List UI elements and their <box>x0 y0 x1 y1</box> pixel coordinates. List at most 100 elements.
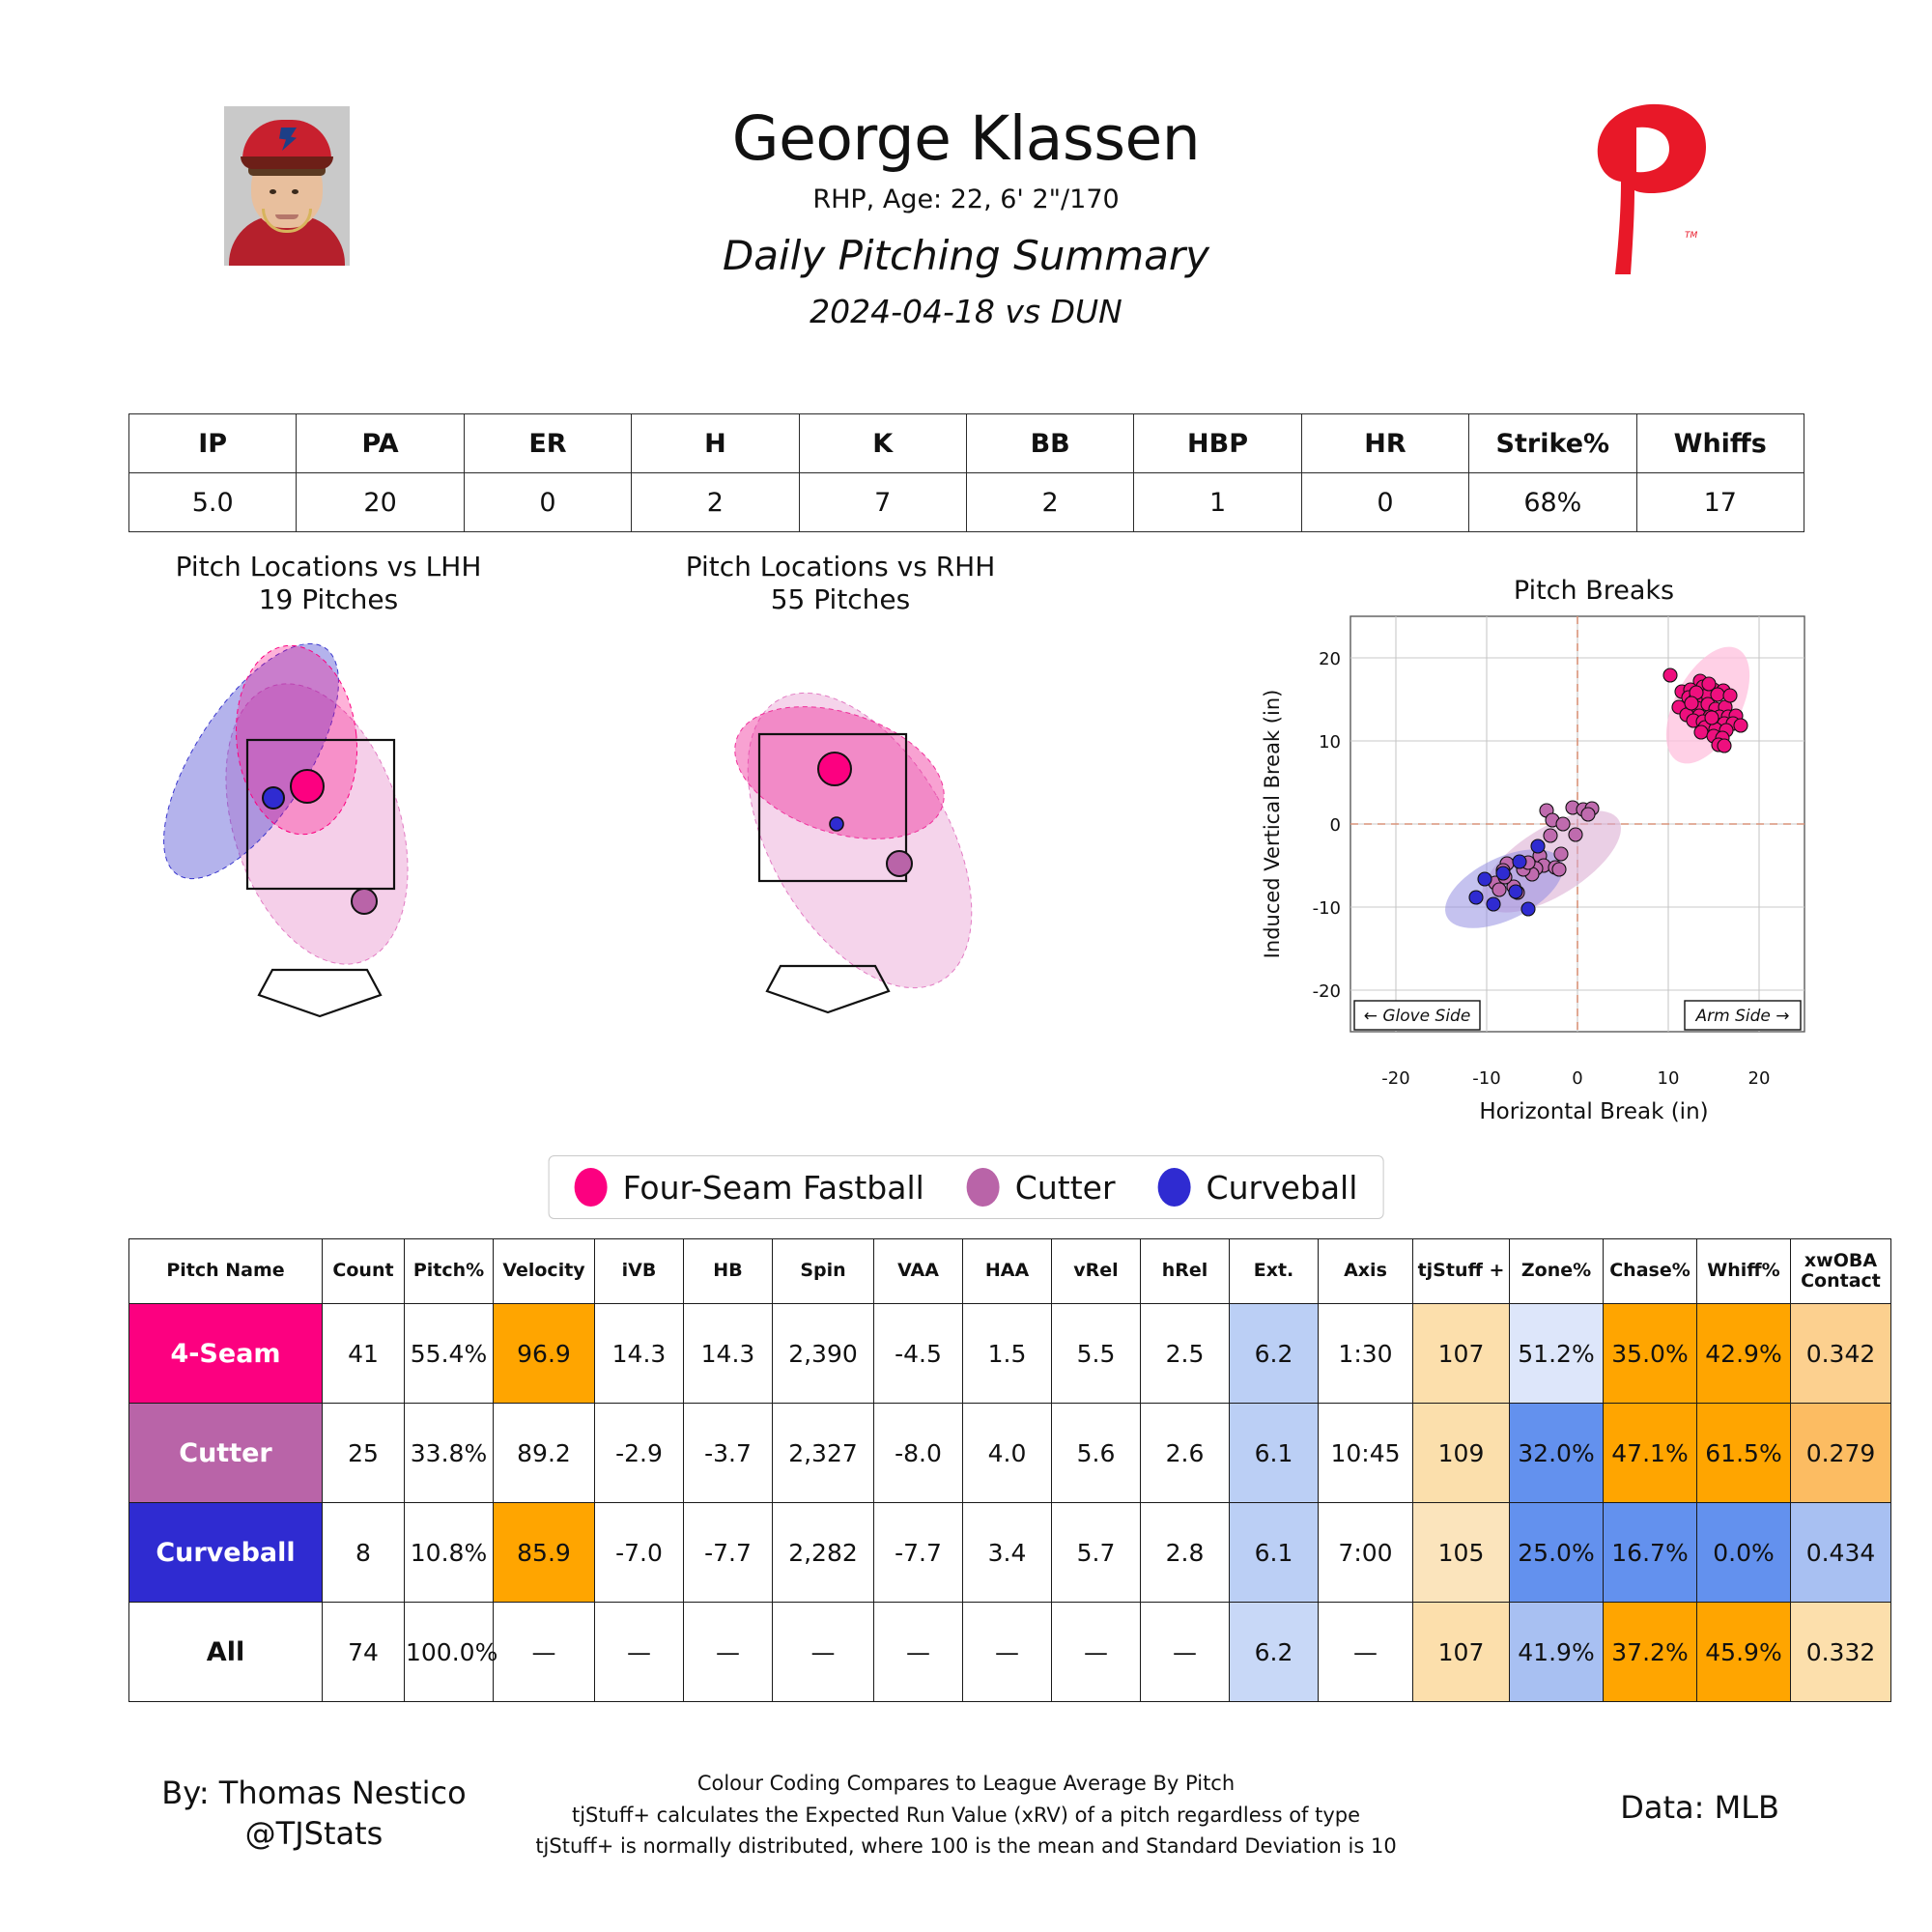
svg-text:0: 0 <box>1330 815 1341 836</box>
cell-velocity: — <box>493 1602 595 1702</box>
stat-value-hbp: 1 <box>1133 472 1302 532</box>
cell-whiff: 42.9% <box>1696 1303 1791 1404</box>
cell-axis: 10:45 <box>1318 1403 1413 1503</box>
colour-coding-notes: Colour Coding Compares to League Average… <box>535 1772 1397 1859</box>
cell-whiff: 45.9% <box>1696 1602 1791 1702</box>
cell-pitch-name: Curveball <box>128 1502 323 1603</box>
cell-tjstuff: 105 <box>1412 1502 1510 1603</box>
player-headshot <box>224 106 350 266</box>
legend-item-curveball: Curveball <box>1157 1168 1358 1207</box>
cell-chase: 37.2% <box>1603 1602 1697 1702</box>
cell-vrel: 5.7 <box>1051 1502 1141 1603</box>
cell-hb: — <box>683 1602 773 1702</box>
pitch-breaks-chart: Pitch Breaks 20 10 0 -10 -20 <box>1246 572 1913 1151</box>
cell-pitch-pct: 10.8% <box>404 1502 494 1603</box>
svg-text:-10: -10 <box>1313 898 1341 919</box>
col-header-hrel: hRel <box>1140 1238 1230 1304</box>
stat-value-k: 7 <box>798 472 967 532</box>
stat-value-ip: 5.0 <box>128 472 298 532</box>
table-row: 4-Seam 41 55.4% 96.9 14.3 14.3 2,390 -4.5 1.5 5.5… <box>128 1303 1891 1404</box>
stat-value-pa: 20 <box>296 472 465 532</box>
breaks-xtick-labels: -20 -10 0 10 20 <box>1381 1068 1770 1089</box>
cell-axis: — <box>1318 1602 1413 1702</box>
cell-whiff: 0.0% <box>1696 1502 1791 1603</box>
stat-header-ip: IP <box>128 413 298 473</box>
player-name: George Klassen <box>731 103 1201 174</box>
cell-ext: 6.1 <box>1229 1502 1319 1603</box>
svg-text:20: 20 <box>1748 1068 1771 1089</box>
game-stats-value-row: 5.0 20 0 2 7 2 1 0 68% 17 <box>128 472 1805 532</box>
col-header-ivb: iVB <box>594 1238 684 1304</box>
lhh-cutter-mean <box>351 888 378 915</box>
col-header-pitch-pct: Pitch% <box>404 1238 494 1304</box>
report-title: Daily Pitching Summary <box>722 232 1210 279</box>
cell-hrel: 2.6 <box>1140 1403 1230 1503</box>
pitch-table-header-row: Pitch Name Count Pitch% Velocity iVB HB … <box>128 1238 1891 1304</box>
cell-ivb: -7.0 <box>594 1502 684 1603</box>
table-row: Cutter 25 33.8% 89.2 -2.9 -3.7 2,327 -8.0 4.0 5.6… <box>128 1403 1891 1503</box>
cell-zone: 32.0% <box>1509 1403 1604 1503</box>
col-header-vrel: vRel <box>1051 1238 1141 1304</box>
cell-spin: 2,390 <box>772 1303 874 1404</box>
cell-hb: -3.7 <box>683 1403 773 1503</box>
cell-vaa: — <box>873 1602 963 1702</box>
stat-header-h: H <box>631 413 800 473</box>
svg-text:Arm Side →: Arm Side → <box>1695 1007 1790 1026</box>
legend-label-four-seam: Four-Seam Fastball <box>622 1168 924 1207</box>
cell-pitch-name: Cutter <box>128 1403 323 1503</box>
rhh-plot-title: Pitch Locations vs RHH 55 Pitches <box>685 551 996 616</box>
data-source-label: Data: MLB <box>1620 1789 1779 1826</box>
stat-header-bb: BB <box>965 413 1135 473</box>
cell-velocity: 85.9 <box>493 1502 595 1603</box>
legend-dot-curveball <box>1157 1168 1191 1207</box>
cell-count: 74 <box>322 1602 405 1702</box>
stat-header-hr: HR <box>1300 413 1470 473</box>
cell-xwoba: 0.342 <box>1790 1303 1891 1404</box>
cell-zone: 41.9% <box>1509 1602 1604 1702</box>
cell-pitch-name: All <box>128 1602 323 1702</box>
col-header-spin: Spin <box>772 1238 874 1304</box>
report-header: George Klassen RHP, Age: 22, 6' 2"/170 D… <box>0 0 1932 327</box>
rhh-curveball-mean <box>829 816 844 832</box>
game-stats-table: IP PA ER H K BB HBP HR Strike% Whiffs 5.… <box>128 413 1805 532</box>
table-row: All 74 100.0% — — — — — — — —6.2—107 41.9% 37.2% 45.9… <box>128 1602 1891 1702</box>
col-header-haa: HAA <box>962 1238 1052 1304</box>
cell-xwoba: 0.332 <box>1790 1602 1891 1702</box>
cell-xwoba: 0.279 <box>1790 1403 1891 1503</box>
cell-spin: 2,282 <box>772 1502 874 1603</box>
col-header-velocity: Velocity <box>493 1238 595 1304</box>
stat-value-er: 0 <box>463 472 633 532</box>
rhh-cutter-ellipse <box>747 692 973 989</box>
cell-axis: 7:00 <box>1318 1502 1413 1603</box>
col-header-ext: Ext. <box>1229 1238 1319 1304</box>
pitch-locations-rhh-plot: Pitch Locations vs RHH 55 Pitches <box>570 551 1111 1053</box>
col-header-chase: Chase% <box>1603 1238 1697 1304</box>
rhh-strike-zone <box>757 732 908 883</box>
rhh-cutter-mean <box>886 850 913 877</box>
cell-zone: 25.0% <box>1509 1502 1604 1603</box>
col-header-pitch-name: Pitch Name <box>128 1238 323 1304</box>
cell-ivb: — <box>594 1602 684 1702</box>
cell-haa: — <box>962 1602 1052 1702</box>
rhh-home-plate <box>765 964 891 1014</box>
lhh-canvas <box>58 626 599 1051</box>
col-header-whiff: Whiff% <box>1696 1238 1791 1304</box>
lhh-curveball-mean <box>262 786 285 810</box>
col-header-tjstuff: tjStuff + <box>1412 1238 1510 1304</box>
cell-vaa: -8.0 <box>873 1403 963 1503</box>
player-details: RHP, Age: 22, 6' 2"/170 <box>812 185 1120 214</box>
pitch-table-body: 4-Seam 41 55.4% 96.9 14.3 14.3 2,390 -4.5 1.5 5.5… <box>128 1303 1891 1702</box>
svg-text:10: 10 <box>1658 1068 1680 1089</box>
legend-dot-cutter <box>966 1168 1000 1207</box>
svg-text:TM: TM <box>1685 231 1697 241</box>
cell-ext: 6.2 <box>1229 1602 1319 1702</box>
stat-value-hr: 0 <box>1300 472 1470 532</box>
cell-vaa: -7.7 <box>873 1502 963 1603</box>
col-header-vaa: VAA <box>873 1238 963 1304</box>
cell-chase: 16.7% <box>1603 1502 1697 1603</box>
cell-xwoba: 0.434 <box>1790 1502 1891 1603</box>
lhh-fourseam-mean <box>290 769 325 804</box>
legend-label-curveball: Curveball <box>1206 1168 1358 1207</box>
pitch-type-legend: Four-Seam Fastball Cutter Curveball <box>548 1155 1384 1219</box>
cell-count: 41 <box>322 1303 405 1404</box>
